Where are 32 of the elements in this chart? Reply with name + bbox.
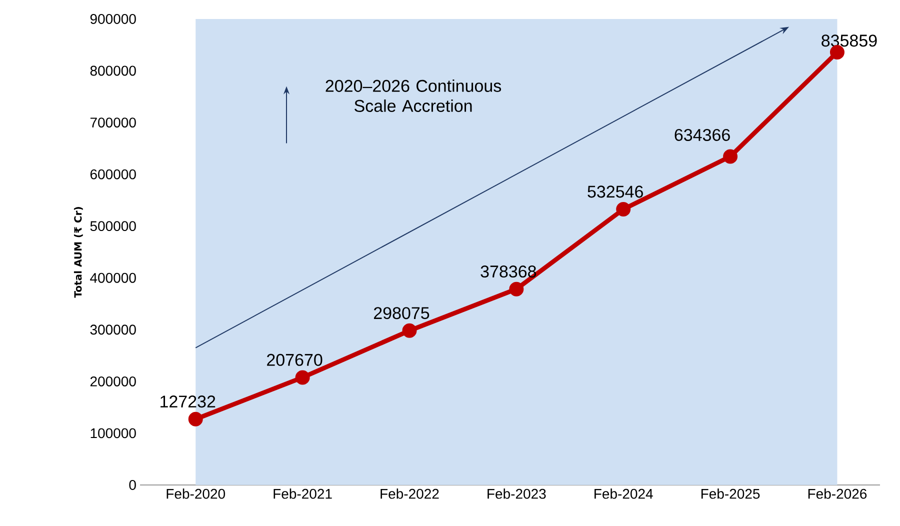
y-axis-title: Total AUM (₹ Cr) — [74, 207, 83, 298]
x-tick-label: Feb-2024 — [594, 488, 653, 499]
data-label: 378368 — [480, 266, 536, 278]
data-label: 127232 — [160, 396, 216, 408]
x-tick-label: Feb-2022 — [380, 488, 439, 499]
x-tick-label: Feb-2023 — [488, 488, 546, 499]
x-tick-label: Feb-2025 — [701, 488, 760, 499]
y-tick-label: 500000 — [90, 221, 136, 232]
x-tick-label: Feb-2021 — [274, 488, 332, 499]
point — [509, 282, 524, 296]
point — [723, 149, 738, 164]
y-tick-label: 400000 — [90, 272, 136, 283]
data-label: 634366 — [674, 128, 730, 141]
y-tick-label: 200000 — [90, 376, 136, 386]
point — [188, 412, 203, 426]
y-tick-label: 0 — [129, 480, 136, 490]
point — [295, 370, 310, 385]
x-tick-label: Feb-2020 — [166, 488, 226, 499]
point — [616, 202, 631, 216]
data-label: 298075 — [374, 307, 430, 320]
data-label: 532546 — [588, 186, 643, 198]
y-tick-label: 800000 — [90, 66, 136, 76]
y-tick-label: 900000 — [90, 14, 136, 24]
point — [402, 323, 417, 338]
data-label: 835859 — [822, 34, 877, 47]
x-tick-label: Feb-2026 — [808, 488, 867, 499]
data-label: 207670 — [267, 354, 322, 366]
y-tick-label: 300000 — [90, 324, 136, 335]
y-tick-label: 100000 — [90, 428, 136, 438]
annotation: 2020–2026 Continuous Scale Accretion — [326, 79, 502, 112]
y-tick-label: 700000 — [90, 118, 136, 128]
y-tick-label: 600000 — [90, 169, 136, 180]
